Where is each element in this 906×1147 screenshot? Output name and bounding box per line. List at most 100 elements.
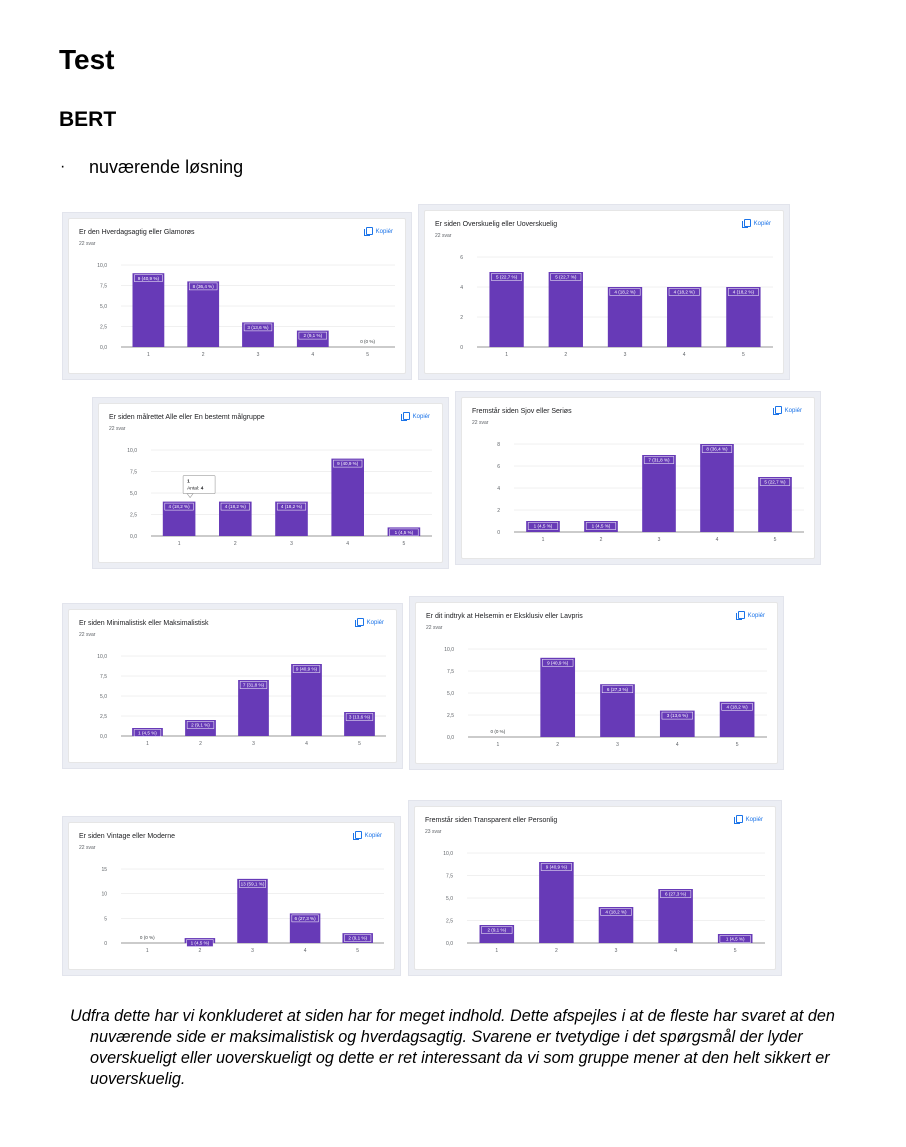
y-tick-label: 6 <box>497 464 500 470</box>
bar[interactable] <box>548 272 583 347</box>
data-label-box <box>585 522 617 530</box>
data-label: 2 (9,1 %) <box>348 936 367 941</box>
bar[interactable] <box>291 664 322 736</box>
data-label-box <box>333 459 363 468</box>
copy-button[interactable]: Kopiér <box>735 611 765 621</box>
y-tick-label: 7,5 <box>100 284 107 290</box>
bar[interactable] <box>658 889 693 943</box>
y-tick-label: 0,0 <box>130 534 137 540</box>
question-title: Er dit indtryk at Helsemin er Eksklusiv … <box>426 613 583 620</box>
data-label-box <box>668 288 700 296</box>
copy-button[interactable]: Kopiér <box>400 412 430 422</box>
data-label-box <box>220 502 250 511</box>
bar-chart: 0 2 4 6 5 (22,7 %) 1 5 (22,7 %) 2 4 (18,2 %) 3 4 (… <box>460 255 773 358</box>
data-label-box <box>527 522 559 530</box>
data-label: 6 (27,3 %) <box>665 892 687 897</box>
y-tick-label: 4 <box>497 486 500 492</box>
bar[interactable] <box>237 878 268 943</box>
data-label: 13 (59,1 %) <box>241 881 265 886</box>
y-tick-label: 7,5 <box>446 874 453 880</box>
data-label-box <box>701 445 733 453</box>
data-label-box <box>759 478 791 486</box>
data-label: 1 (4,5 %) <box>592 524 611 529</box>
y-tick-label: 0 <box>104 941 107 947</box>
data-label: 9 (40,9 %) <box>337 461 359 466</box>
bar[interactable] <box>539 862 574 943</box>
x-tick-label: 5 <box>736 742 739 748</box>
y-tick-label: 7,5 <box>447 669 454 675</box>
data-label-box <box>238 880 267 888</box>
copy-label: Kopiér <box>366 620 384 626</box>
x-tick-label: 3 <box>658 537 661 543</box>
data-label: 2 (9,1 %) <box>303 333 322 338</box>
bar[interactable] <box>642 455 676 532</box>
data-label-box <box>660 890 692 898</box>
tooltip-title: 1 <box>187 479 190 485</box>
copy-button[interactable]: Kopiér <box>354 618 384 628</box>
x-tick-label: 4 <box>716 537 719 543</box>
data-label: 4 (18,2 %) <box>733 290 755 295</box>
x-tick-label: 5 <box>358 741 361 747</box>
bar-chart: 0 5 10 15 0 (0 %) 1 1 (4,5 %) 2 13 (59,1 %) 3 6 (2… <box>101 867 384 954</box>
data-label: 9 (40,9 %) <box>296 667 318 672</box>
y-tick-label: 0 <box>497 530 500 536</box>
data-label-box <box>540 863 572 871</box>
data-label-box <box>243 323 273 332</box>
y-tick-label: 7,5 <box>130 470 137 476</box>
y-tick-label: 6 <box>460 255 463 261</box>
data-label-box <box>345 713 374 721</box>
bar[interactable] <box>607 287 643 347</box>
conclusion-paragraph: Udfra dette har vi konkluderet at siden … <box>70 1007 835 1088</box>
data-label: 4 (18,2 %) <box>605 910 627 915</box>
survey-chart-card: Er dit indtryk at Helsemin er Eksklusiv … <box>409 596 784 770</box>
bar-chart: 0,0 2,5 5,0 7,5 10,0 9 (40,9 %) 1 8 (36,4 %) 2 3 … <box>97 263 395 358</box>
bar[interactable] <box>700 444 734 532</box>
bar[interactable] <box>667 287 702 347</box>
copy-button[interactable]: Kopiér <box>363 227 393 237</box>
bar[interactable] <box>540 657 576 737</box>
bar[interactable] <box>489 272 524 347</box>
copy-button[interactable]: Kopiér <box>733 815 763 825</box>
x-tick-label: 2 <box>564 352 567 358</box>
bar[interactable] <box>238 680 269 736</box>
bar[interactable] <box>758 477 792 532</box>
data-label-box <box>164 502 194 511</box>
x-tick-label: 5 <box>403 541 406 547</box>
copy-button[interactable]: Kopiér <box>352 831 382 841</box>
x-tick-label: 1 <box>495 948 498 954</box>
data-label: 8 (36,4 %) <box>706 447 728 452</box>
data-label: 3 (13,6 %) <box>667 713 689 718</box>
data-label: 4 (18,2 %) <box>225 504 247 509</box>
data-label-box <box>491 273 523 281</box>
x-tick-label: 2 <box>234 541 237 547</box>
y-tick-label: 10,0 <box>127 448 137 454</box>
bar[interactable] <box>187 281 220 347</box>
bar[interactable] <box>331 458 364 536</box>
data-label-box <box>292 665 321 673</box>
copy-button[interactable]: Kopiér <box>741 219 771 229</box>
x-tick-label: 4 <box>674 948 677 954</box>
data-label: 2 (9,1 %) <box>191 723 210 728</box>
copy-icon <box>741 219 751 229</box>
copy-button[interactable]: Kopiér <box>772 406 802 416</box>
chart-panel: Fremstår siden Transparent eller Personl… <box>414 806 776 970</box>
data-label: 9 (40,9 %) <box>547 660 569 665</box>
bar[interactable] <box>726 287 761 347</box>
y-tick-label: 2,5 <box>100 714 107 720</box>
bar-chart: 0,0 2,5 5,0 7,5 10,0 0 (0 %) 1 9 (40,9 %) 2 6 (27… <box>444 647 767 748</box>
bar[interactable] <box>132 273 165 347</box>
survey-chart-card: Er siden Vintage eller Moderne 22 svar Kop… <box>62 816 401 976</box>
x-tick-label: 2 <box>202 352 205 358</box>
y-tick-label: 10,0 <box>443 851 453 857</box>
copy-label: Kopiér <box>412 414 430 420</box>
question-title: Er siden Minimalistisk eller Maksimalist… <box>79 620 209 627</box>
bar[interactable] <box>600 684 635 737</box>
data-label-box <box>298 331 327 340</box>
survey-chart-card: Er siden målrettet Alle eller En bestemt… <box>92 397 449 569</box>
response-count: 23 svar <box>425 829 442 835</box>
bullet-dot: · <box>60 158 66 175</box>
data-label-box <box>601 685 634 693</box>
data-label: 6 (27,3 %) <box>607 687 629 692</box>
y-tick-label: 10 <box>101 892 107 898</box>
x-tick-label: 2 <box>199 948 202 954</box>
